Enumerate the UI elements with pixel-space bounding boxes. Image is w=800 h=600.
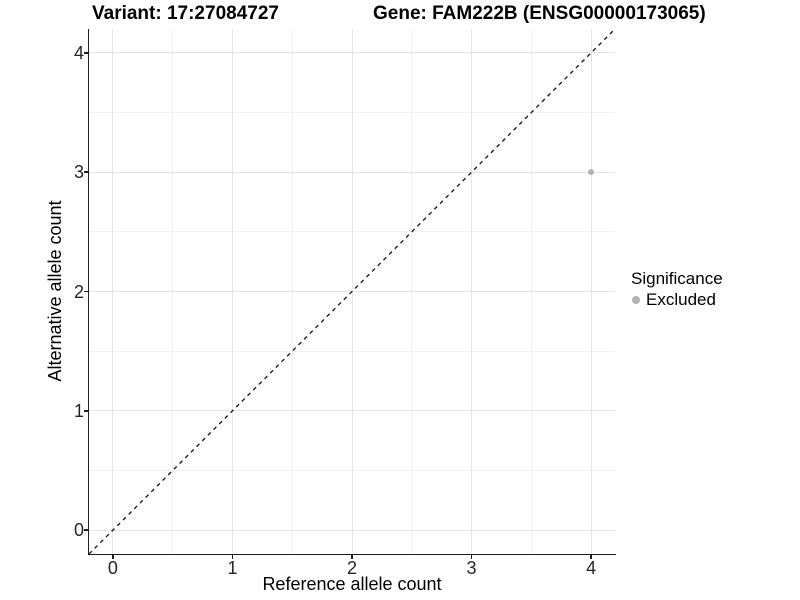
- legend: Significance Excluded: [629, 268, 723, 310]
- plot-title-variant: Variant: 17:27084727: [92, 3, 279, 24]
- legend-point-icon: [632, 296, 640, 304]
- legend-entry-label: Excluded: [646, 290, 716, 309]
- x-tick-mark: [470, 554, 473, 559]
- legend-entry: Excluded: [629, 290, 723, 310]
- y-axis-line: [87, 29, 89, 555]
- x-tick-label: 1: [227, 558, 238, 578]
- x-tick-mark: [351, 554, 353, 559]
- y-tick-label: 2: [73, 281, 84, 302]
- grid-line-y-major: [89, 410, 615, 412]
- x-tick-label: 2: [346, 558, 357, 578]
- y-tick-label: 1: [73, 400, 84, 421]
- x-tick-label: 0: [107, 558, 118, 578]
- y-tick-mark: [83, 52, 89, 54]
- x-axis-title: Reference allele count: [262, 574, 442, 594]
- y-tick-mark: [83, 410, 89, 412]
- y-axis-title: Alternative allele count: [45, 200, 65, 382]
- legend-entries: Excluded: [629, 290, 723, 310]
- x-tick-label: 3: [466, 558, 477, 578]
- grid-line-y-major: [89, 52, 615, 54]
- identity-dashed-line: [89, 29, 615, 554]
- plot-title-gene: Gene: FAM222B (ENSG00000173065): [373, 3, 706, 24]
- x-tick-mark: [112, 554, 114, 559]
- grid-line-y-major: [89, 529, 615, 531]
- legend-title: Significance: [631, 269, 723, 288]
- plot-panel: [89, 29, 615, 554]
- y-tick-label: 0: [73, 520, 84, 541]
- grid-line-y-major: [89, 171, 615, 173]
- y-tick-mark: [83, 529, 89, 531]
- y-tick-mark: [83, 171, 89, 173]
- y-tick-mark: [83, 290, 89, 293]
- x-tick-mark: [590, 554, 592, 559]
- data-point: [588, 169, 595, 176]
- y-tick-label: 4: [73, 42, 84, 63]
- y-tick-label: 3: [73, 162, 84, 183]
- x-tick-mark: [231, 554, 234, 559]
- x-tick-label: 4: [586, 558, 597, 578]
